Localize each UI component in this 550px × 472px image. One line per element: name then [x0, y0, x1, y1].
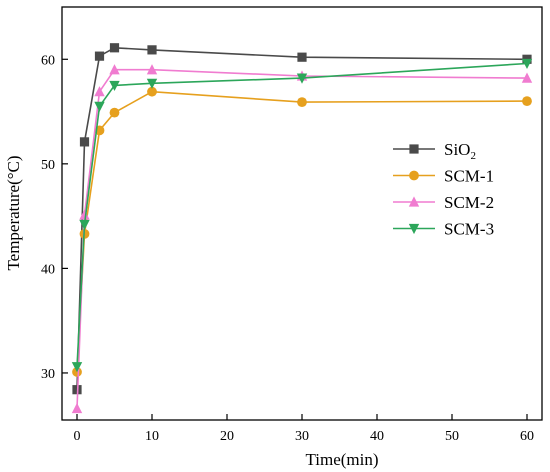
data-point	[109, 80, 120, 92]
y-tick-label: 30	[41, 367, 55, 382]
data-point	[94, 101, 105, 112]
data-point	[79, 137, 90, 147]
y-tick-label: 40	[41, 262, 55, 277]
data-point	[94, 51, 105, 61]
data-point	[109, 107, 120, 118]
data-point	[94, 86, 105, 97]
legend-entry: SCM-3	[393, 220, 494, 239]
x-tick-label: 40	[370, 429, 384, 444]
data-point	[146, 78, 158, 89]
x-tick-label: 10	[145, 429, 159, 444]
data-point	[521, 58, 533, 70]
data-point	[297, 97, 307, 108]
legend-entry: SCM-1	[393, 167, 494, 186]
y-axis-label: Temperature(°C)	[4, 155, 23, 270]
data-point	[71, 362, 83, 373]
data-point	[146, 64, 158, 75]
legend-label: SCM-1	[444, 167, 494, 186]
series-line	[76, 68, 528, 409]
data-point	[297, 52, 307, 62]
data-point	[147, 45, 157, 55]
legend: SiO2 SCM-1 SCM-2 SCM-3	[393, 140, 494, 239]
legend-marker	[409, 144, 419, 154]
legend-marker	[409, 170, 419, 181]
data-series	[71, 43, 533, 414]
data-point	[296, 73, 308, 84]
x-tick-label: 30	[295, 429, 309, 444]
legend-entry: SiO2	[393, 140, 476, 162]
x-tick-label: 60	[520, 429, 534, 444]
legend-label: SCM-3	[444, 220, 494, 239]
series-4	[71, 58, 533, 373]
y-tick-label: 50	[41, 158, 55, 173]
data-point	[109, 64, 120, 75]
data-point	[71, 402, 83, 414]
series-3	[71, 64, 533, 414]
x-tick-label: 50	[445, 429, 459, 444]
data-point	[147, 86, 157, 97]
legend-label: SCM-2	[444, 193, 494, 212]
y-tick-label: 60	[41, 53, 55, 68]
legend-label: SiO2	[444, 140, 476, 162]
data-point	[79, 219, 90, 231]
legend-label-subscript: 2	[470, 150, 476, 162]
legend-entry: SCM-2	[393, 193, 494, 212]
data-point	[521, 72, 533, 83]
x-tick-label: 0	[74, 429, 81, 444]
data-point	[79, 209, 90, 220]
data-point	[109, 43, 120, 53]
data-point	[522, 96, 532, 107]
x-tick-label: 20	[220, 429, 234, 444]
x-axis-label: Time(min)	[305, 450, 378, 469]
legend-marker	[408, 223, 420, 235]
axis-ticks: 0 10 20 30 40 50 60 30 40 50 60	[41, 53, 534, 444]
series-line	[76, 62, 528, 367]
legend-marker	[408, 196, 420, 207]
